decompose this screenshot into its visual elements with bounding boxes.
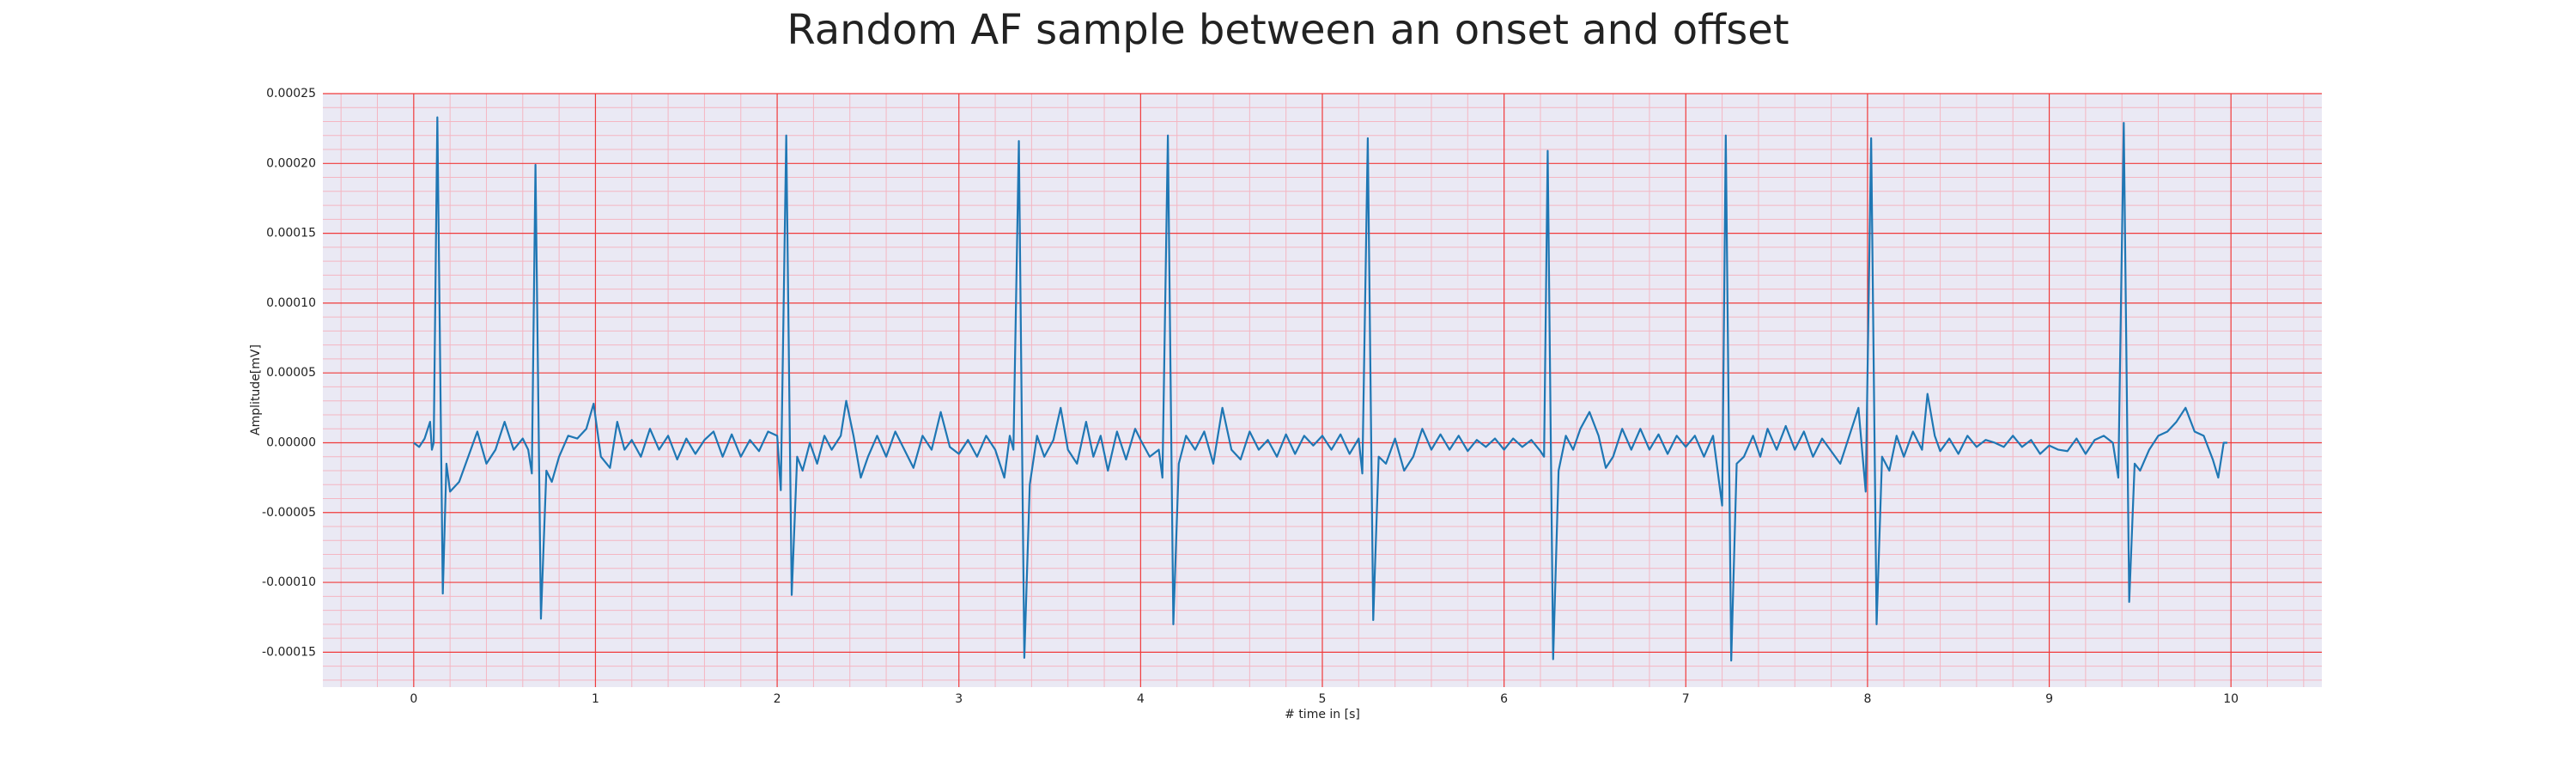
x-tick-label: 7: [1682, 692, 1690, 706]
x-tick-label: 10: [2223, 692, 2239, 706]
y-tick-label: 0.00025: [266, 87, 316, 100]
x-tick-label: 9: [2045, 692, 2053, 706]
x-axis-label: # time in [s]: [1285, 708, 1360, 721]
x-tick-label: 8: [1863, 692, 1871, 706]
y-tick-label: -0.00010: [262, 575, 316, 589]
x-tick-label: 5: [1319, 692, 1327, 706]
y-tick-label: 0.00015: [266, 227, 316, 240]
y-tick-label: 0.00010: [266, 296, 316, 310]
series: [413, 116, 2227, 662]
x-tick-label: 0: [410, 692, 417, 706]
y-tick-label: -0.00015: [262, 645, 316, 659]
series-line: [413, 116, 2227, 662]
y-tick-label: 0.00020: [266, 156, 316, 170]
y-tick-label: -0.00005: [262, 506, 316, 520]
x-tick-label: 4: [1137, 692, 1145, 706]
y-tick-label: 0.00005: [266, 366, 316, 380]
x-tick-label: 6: [1500, 692, 1508, 706]
chart-title: Random AF sample between an onset and of…: [787, 6, 1789, 54]
x-tick-label: 3: [955, 692, 963, 706]
major-grid: [323, 93, 2322, 687]
y-axis-label: Amplitude[mV]: [249, 344, 263, 435]
x-tick-label: 2: [774, 692, 781, 706]
y-tick-label: 0.00000: [266, 435, 316, 449]
x-tick-label: 1: [592, 692, 599, 706]
